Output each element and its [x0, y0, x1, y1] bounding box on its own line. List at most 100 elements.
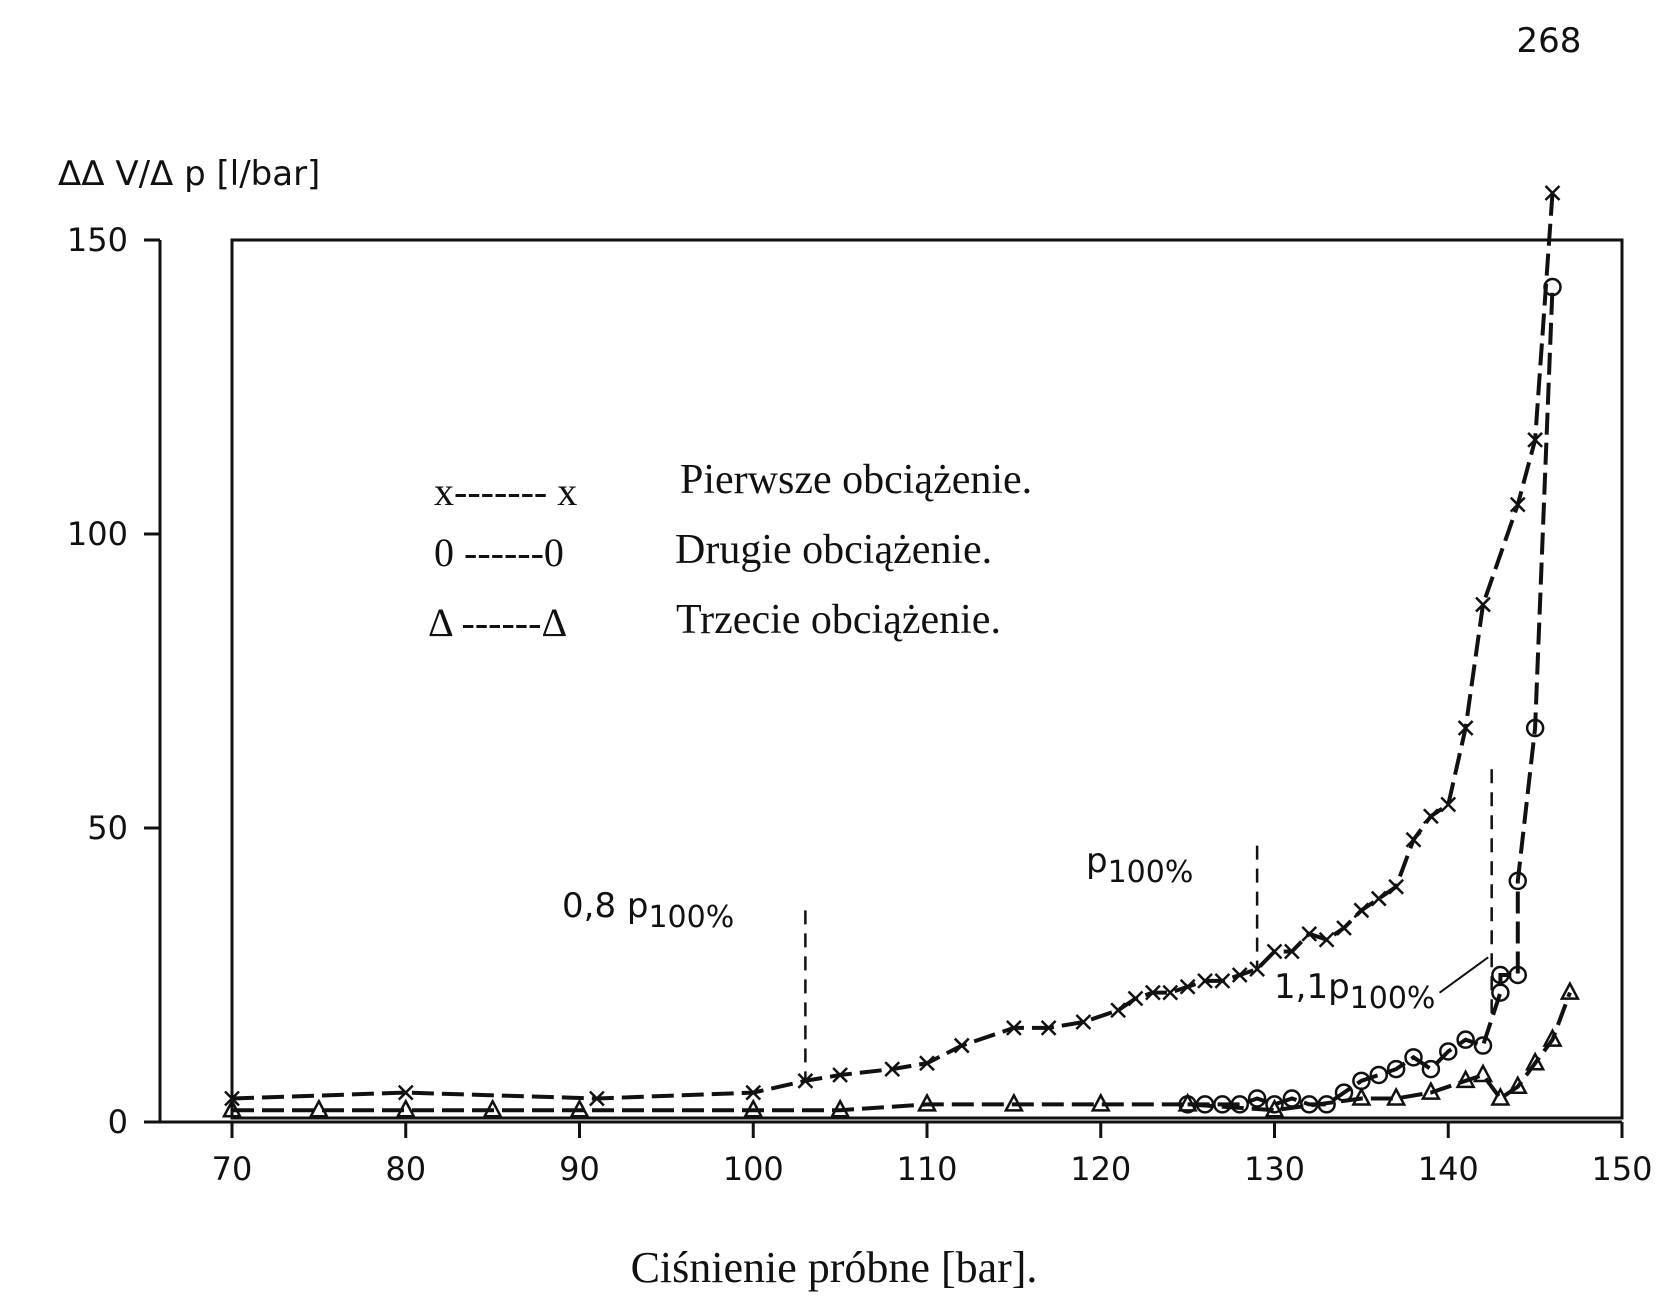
data-point: [1388, 878, 1405, 895]
data-point: [1386, 1086, 1407, 1106]
annotation-leader: [1438, 956, 1489, 994]
data-point: [1214, 972, 1231, 989]
data-point: [1075, 1014, 1092, 1030]
data-point: [588, 1090, 605, 1107]
data-point: [1127, 990, 1144, 1007]
y-tick-label: 150: [67, 221, 128, 259]
annotations: 268 0,8 p100% p100% 1,1p100%: [562, 21, 1581, 1016]
data-point: [1508, 871, 1527, 891]
legend-symbol-second: 0 ------0: [434, 530, 564, 575]
data-point: [1473, 1036, 1493, 1055]
data-point: [224, 1090, 240, 1107]
data-point: [1472, 1063, 1494, 1083]
data-point: [1491, 983, 1510, 1002]
data-point: [308, 1098, 329, 1118]
x-tick-label: 70: [212, 1150, 253, 1188]
data-point: [1265, 1095, 1284, 1114]
data-point: [1525, 718, 1545, 738]
legend-symbol-third: Δ ------Δ: [428, 600, 567, 645]
x-tick-label: 150: [1591, 1150, 1652, 1188]
data-point: [1475, 596, 1491, 613]
series-layer: [221, 185, 1580, 1118]
series-triangle: [221, 980, 1580, 1118]
x-tick-label: 80: [385, 1150, 426, 1188]
data-point: [1177, 1092, 1198, 1112]
data-point: [743, 1098, 764, 1118]
annotation-label: 0,8 p100%: [562, 886, 734, 935]
legend-label-second: Drugie obciążenie.: [675, 527, 992, 573]
data-point: [1197, 972, 1213, 989]
data-point: [832, 1067, 849, 1083]
data-point: [1110, 1002, 1127, 1019]
y-tick-label: 100: [67, 515, 128, 553]
data-point: [1542, 1028, 1563, 1047]
data-point: [1420, 1080, 1441, 1100]
data-point: [1490, 1086, 1511, 1106]
data-point: [1440, 796, 1457, 813]
annotation-label: 1,1p100%: [1274, 967, 1435, 1016]
data-point: [1301, 925, 1318, 942]
data-point: [1370, 890, 1387, 907]
data-point: [1179, 978, 1196, 995]
data-point: [1353, 902, 1370, 919]
data-point: [569, 1098, 590, 1118]
data-point: [1230, 1095, 1249, 1114]
data-point: [1456, 1030, 1475, 1049]
data-point: [919, 1055, 935, 1072]
data-point: [1213, 1095, 1232, 1114]
x-tick-label: 140: [1418, 1150, 1479, 1188]
legend-label-third: Trzecie obciążenie.: [676, 597, 1001, 643]
data-point: [1527, 432, 1544, 448]
data-point: [1509, 496, 1526, 513]
data-point: [1264, 1098, 1285, 1118]
data-point: [1404, 1048, 1423, 1067]
data-point: [1559, 980, 1580, 1000]
x-ticks: 70 80 90 100 110 120 130 140 150: [212, 1122, 1653, 1188]
x-tick-label: 100: [723, 1150, 784, 1188]
x-tick-label: 110: [896, 1150, 957, 1188]
legend-symbol-first: x------- x: [434, 469, 577, 514]
data-point: [830, 1098, 851, 1118]
data-point: [1247, 1089, 1267, 1108]
data-point: [221, 1098, 243, 1118]
data-point: [1336, 920, 1352, 936]
data-point: [1005, 1020, 1022, 1036]
data-point: [1351, 1086, 1372, 1106]
data-point: [1457, 720, 1474, 736]
x-tick-label: 130: [1244, 1150, 1305, 1188]
data-point: [1422, 808, 1439, 825]
data-point: [1283, 943, 1300, 960]
data-point: [1507, 1075, 1528, 1094]
y-tick-label: 50: [87, 809, 128, 847]
data-point: [1003, 1092, 1024, 1112]
data-point: [1455, 1069, 1476, 1089]
annotation-label: 268: [1517, 21, 1582, 61]
data-point: [1231, 967, 1248, 983]
data-point: [884, 1061, 901, 1077]
data-point: [397, 1084, 414, 1101]
series-x: [224, 185, 1561, 1107]
data-point: [1090, 1092, 1111, 1112]
data-point: [482, 1098, 503, 1118]
plot-frame: [230, 238, 1624, 1120]
data-point: [1543, 277, 1562, 297]
x-tick-label: 90: [559, 1150, 600, 1188]
series-line: [231, 192, 1555, 1101]
data-point: [1508, 965, 1527, 985]
data-point: [1544, 185, 1561, 201]
data-point: [1405, 831, 1422, 848]
data-point: [1369, 1065, 1388, 1085]
data-point: [797, 1072, 814, 1089]
data-point: [1318, 931, 1335, 948]
data-point: [1525, 1051, 1546, 1071]
data-point: [1386, 1059, 1406, 1079]
data-point: [745, 1084, 762, 1101]
legend-label-first: Pierwsze obciążenie.: [680, 457, 1032, 503]
legend: x------- x Pierwsze obciążenie. 0 ------…: [428, 457, 1032, 645]
data-point: [1144, 984, 1161, 1001]
x-tick-label: 120: [1070, 1150, 1131, 1188]
data-point: [1162, 984, 1179, 1001]
data-point: [1439, 1042, 1458, 1061]
data-point: [395, 1098, 416, 1118]
